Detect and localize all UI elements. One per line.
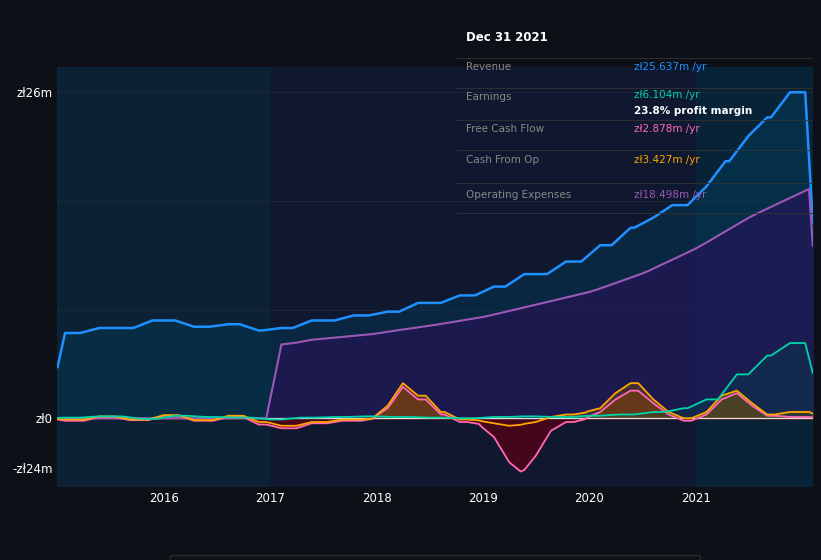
Text: Operating Expenses: Operating Expenses: [466, 190, 571, 200]
Bar: [57, 67, 270, 487]
Text: zł6.104m /yr: zł6.104m /yr: [635, 90, 699, 100]
Text: zł25.637m /yr: zł25.637m /yr: [635, 62, 707, 72]
Text: zł18.498m /yr: zł18.498m /yr: [635, 190, 707, 200]
Bar: [270, 67, 695, 487]
Text: zł3.427m /yr: zł3.427m /yr: [635, 155, 700, 165]
Text: zł2.878m /yr: zł2.878m /yr: [635, 124, 700, 134]
Text: Dec 31 2021: Dec 31 2021: [466, 31, 548, 44]
Legend: Revenue, Earnings, Free Cash Flow, Cash From Op, Operating Expenses: Revenue, Earnings, Free Cash Flow, Cash …: [170, 555, 700, 560]
Text: Revenue: Revenue: [466, 62, 511, 72]
Text: Cash From Op: Cash From Op: [466, 155, 539, 165]
Text: 23.8% profit margin: 23.8% profit margin: [635, 106, 753, 116]
Text: Earnings: Earnings: [466, 92, 511, 101]
Text: Free Cash Flow: Free Cash Flow: [466, 124, 544, 134]
Bar: [695, 67, 813, 487]
